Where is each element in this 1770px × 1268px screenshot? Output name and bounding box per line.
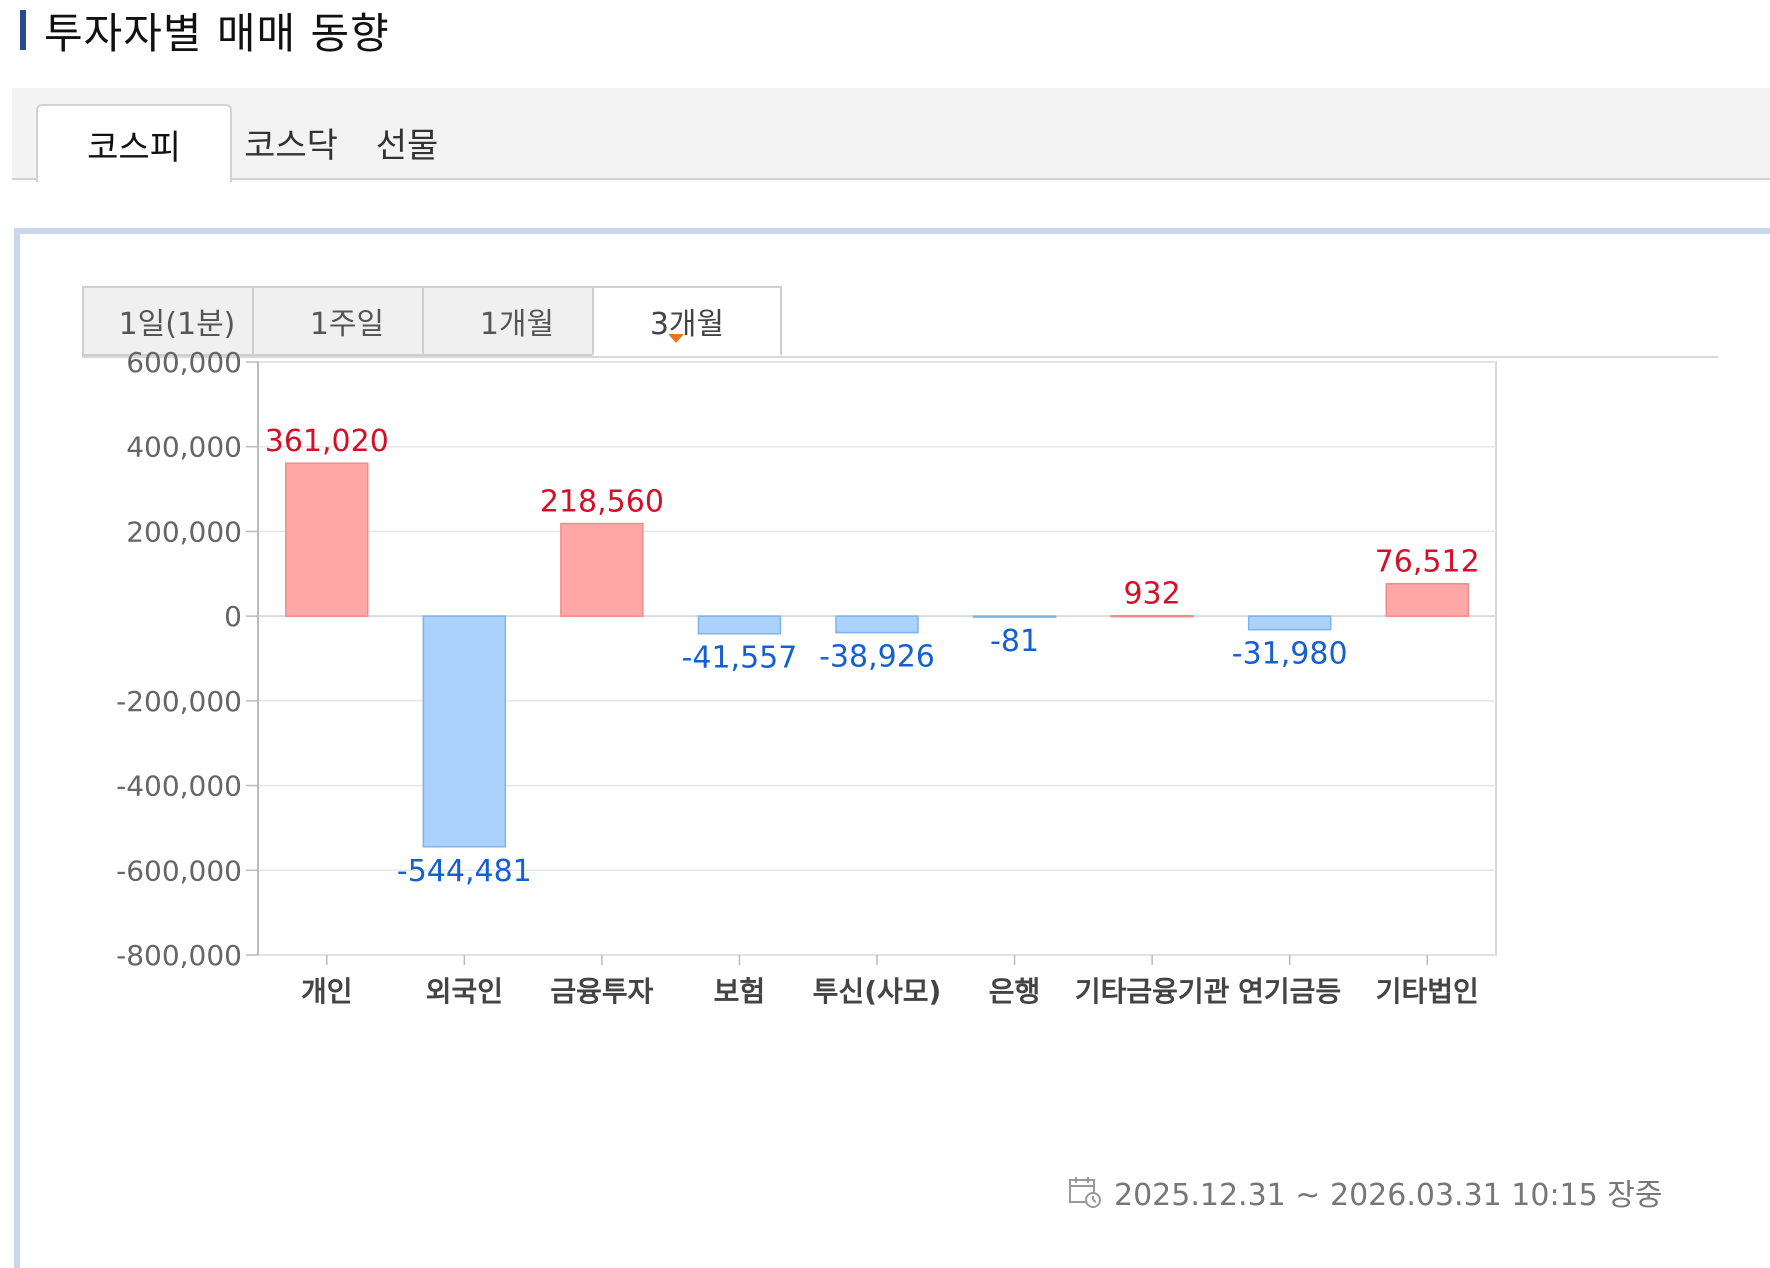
y-tick-label: -200,000 xyxy=(116,685,242,718)
x-tick-label: 은행 xyxy=(989,975,1041,1008)
data-label: -544,481 xyxy=(397,854,532,889)
period-tab-baseline xyxy=(82,356,1718,358)
bar xyxy=(1385,582,1469,617)
tab-kosdaq[interactable]: 코스닥 xyxy=(244,125,338,166)
bar xyxy=(835,615,919,634)
tab-3month[interactable]: 3개월 xyxy=(592,286,782,356)
market-tab-bar: 코스피 코스닥 선물 xyxy=(12,88,1770,182)
bar xyxy=(285,462,369,617)
x-tick-label: 외국인 xyxy=(426,975,503,1008)
bar xyxy=(560,522,644,617)
tab-1month[interactable]: 1개월 xyxy=(422,286,612,356)
x-tick-label: 연기금등 xyxy=(1238,975,1341,1008)
title-accent-bar xyxy=(20,10,26,50)
y-tick-label: -600,000 xyxy=(116,854,242,887)
x-tick-label: 금융투자 xyxy=(550,975,653,1008)
data-label: -38,926 xyxy=(819,640,935,675)
x-tick-label: 기타법인 xyxy=(1376,975,1479,1008)
y-tick-label: 200,000 xyxy=(126,515,242,548)
calendar-clock-icon xyxy=(1069,1177,1101,1208)
y-tick-label: -800,000 xyxy=(116,939,242,972)
bar xyxy=(1247,615,1332,631)
x-tick-label: 투신(사모) xyxy=(813,975,942,1008)
x-tick-label: 기타금융기관 xyxy=(1075,975,1230,1008)
period-footer: 2025.12.31 ~ 2026.03.31 10:15 장중 xyxy=(1068,1170,1692,1214)
tab-futures[interactable]: 선물 xyxy=(375,125,439,166)
bar xyxy=(697,615,782,635)
active-tab-marker-icon xyxy=(668,334,684,343)
bar xyxy=(1110,614,1194,618)
bar xyxy=(972,615,1057,618)
y-tick-label: 0 xyxy=(224,600,242,633)
data-label: 218,560 xyxy=(540,485,664,520)
bar xyxy=(422,615,507,848)
data-label: 76,512 xyxy=(1375,545,1480,580)
period-range-text: 2025.12.31 ~ 2026.03.31 10:15 장중 xyxy=(1114,1178,1663,1213)
data-label: -41,557 xyxy=(682,641,798,676)
x-tick-label: 보험 xyxy=(714,975,766,1008)
x-tick-label: 개인 xyxy=(301,975,353,1008)
page-title: 투자자별 매매 동향 xyxy=(44,8,390,58)
data-label: -81 xyxy=(990,624,1039,659)
y-tick-label: 400,000 xyxy=(126,431,242,464)
tab-1week[interactable]: 1주일 xyxy=(252,286,442,356)
section-header: 투자자별 매매 동향 xyxy=(20,2,390,58)
data-label: 932 xyxy=(1123,577,1180,612)
data-label: 361,020 xyxy=(265,424,389,459)
y-tick-label: 600,000 xyxy=(126,346,242,379)
y-tick-label: -400,000 xyxy=(116,770,242,803)
tab-1day[interactable]: 1일(1분) xyxy=(82,286,272,356)
chart-panel: 1일(1분) 1주일 1개월 3개월 xyxy=(14,228,1770,1268)
data-label: -31,980 xyxy=(1232,637,1348,672)
tab-kospi[interactable]: 코스피 xyxy=(36,104,232,182)
